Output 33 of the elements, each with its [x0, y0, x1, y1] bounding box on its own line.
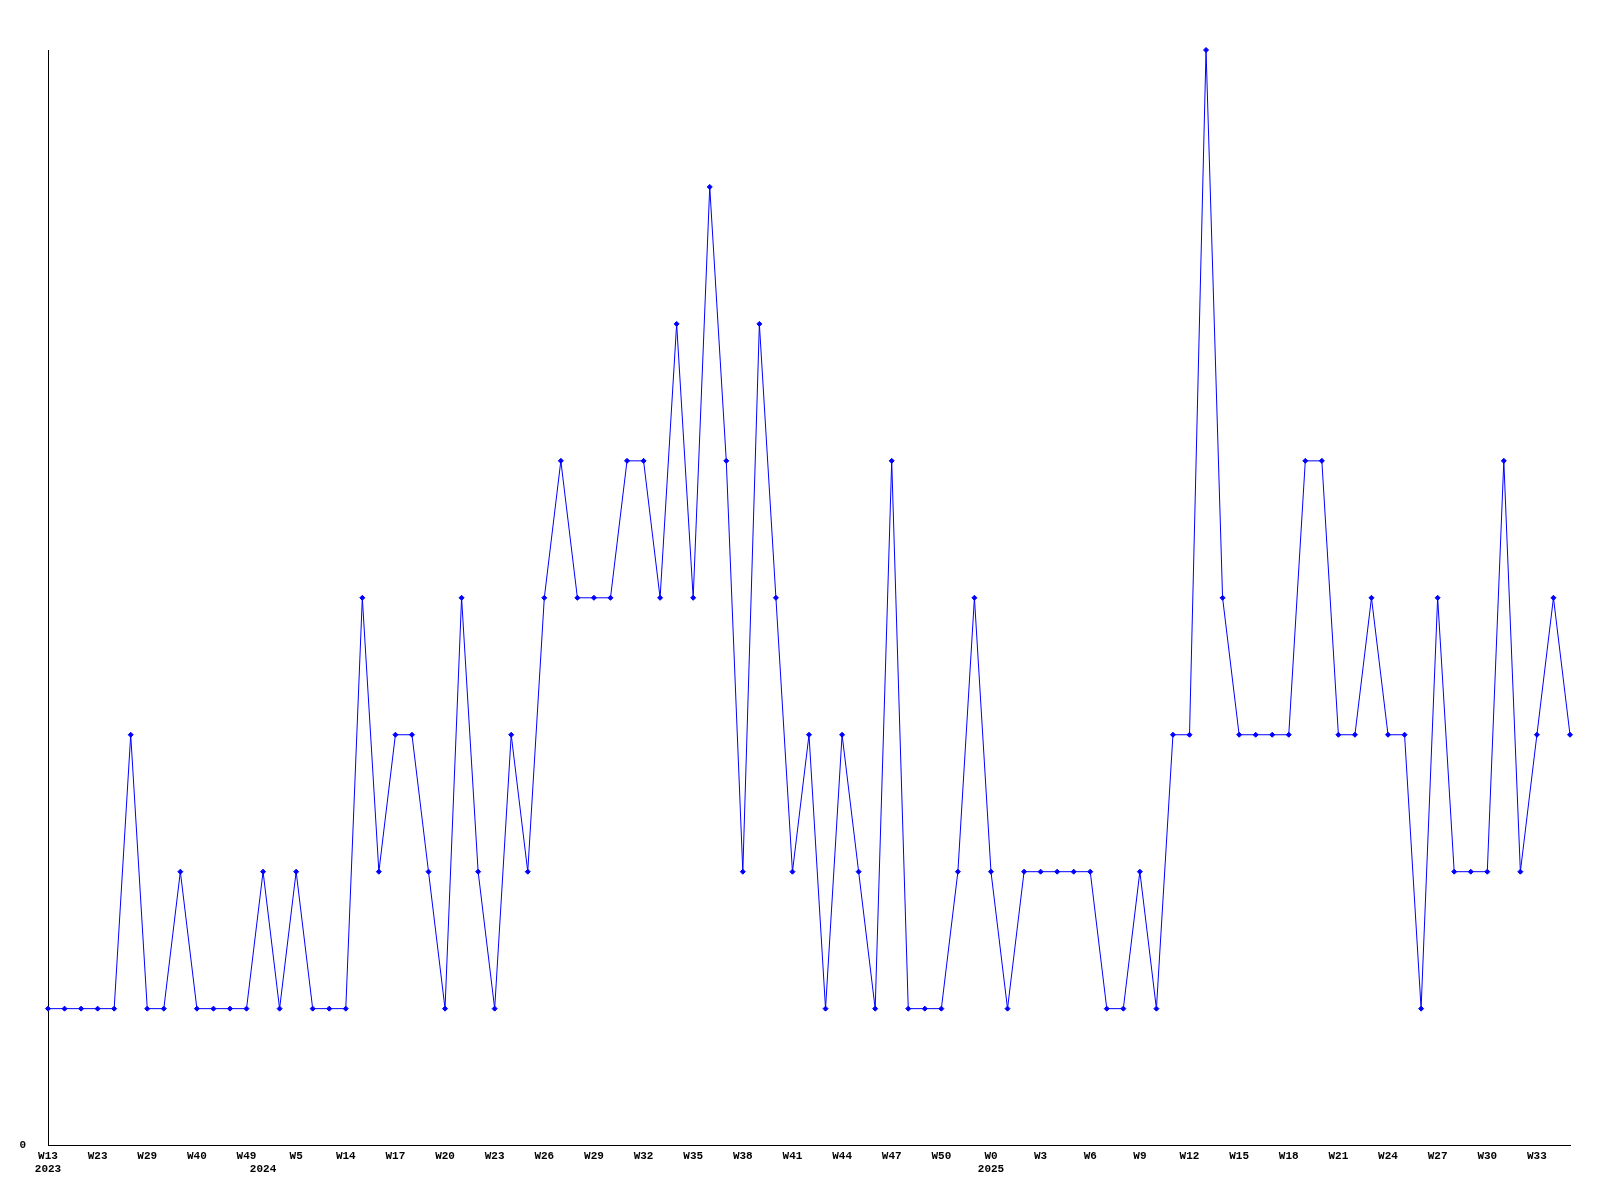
x-tick-label: W18: [1278, 1149, 1300, 1162]
x-tick-label: W6: [1083, 1149, 1097, 1162]
x-tick-label: 2024: [249, 1163, 277, 1176]
x-tick-label: W14: [335, 1149, 357, 1162]
x-tick-label: W17: [385, 1149, 406, 1162]
x-tick-label: W26: [534, 1149, 555, 1162]
x-tick-label: W29: [137, 1149, 158, 1162]
x-tick-label: W30: [1477, 1149, 1498, 1162]
x-tick-label: W3: [1034, 1149, 1048, 1162]
x-tick-label: W27: [1427, 1149, 1448, 1162]
x-tick-label: W33: [1527, 1149, 1548, 1162]
x-tick-label: W13 2023: [34, 1149, 62, 1176]
x-tick-label: W38: [732, 1149, 754, 1162]
x-tick-label: W32: [633, 1149, 654, 1162]
x-tick-label: W0 2025: [977, 1149, 1005, 1176]
x-tick-label: W29: [584, 1149, 604, 1162]
x-tick-label: W21: [1328, 1149, 1349, 1162]
x-tick-label: W50: [931, 1149, 952, 1162]
x-tick-label: W41: [782, 1149, 803, 1162]
x-tick-label: W23: [87, 1149, 108, 1162]
x-tick-label: W12: [1179, 1149, 1200, 1162]
x-tick-label: W49: [236, 1149, 257, 1162]
x-tick-label: W24: [1378, 1149, 1399, 1162]
x-tick-label: W15: [1229, 1149, 1250, 1162]
text: 0: [19, 1139, 26, 1152]
x-tick-label: W20: [435, 1149, 455, 1162]
x-tick-label: W23: [484, 1149, 505, 1162]
x-tick-label: W9: [1133, 1149, 1147, 1162]
x-tick-label: W40: [186, 1149, 207, 1162]
x-tick-label: W47: [881, 1149, 902, 1162]
x-tick-label: W35: [683, 1149, 704, 1162]
x-tick-label: W44: [832, 1149, 853, 1162]
x-tick-label: W5: [289, 1149, 304, 1162]
